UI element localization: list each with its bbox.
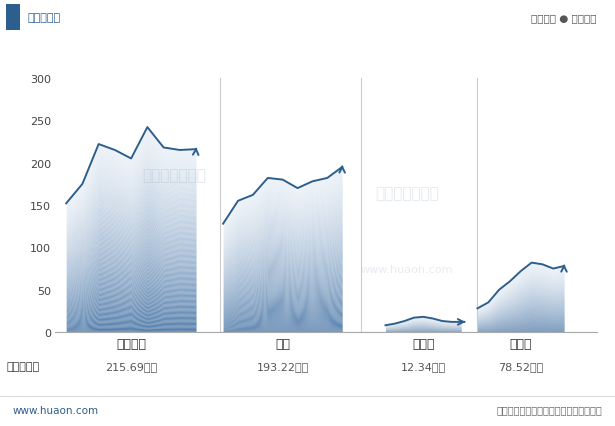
Text: 12.34亿元: 12.34亿元 bbox=[401, 361, 446, 371]
Text: www.huaon.com: www.huaon.com bbox=[12, 405, 98, 414]
Text: 78.52亿元: 78.52亿元 bbox=[498, 361, 544, 371]
Text: www.huaon.com: www.huaon.com bbox=[361, 264, 453, 274]
Bar bbox=[6, 6, 20, 31]
Text: 215.69亿元: 215.69亿元 bbox=[105, 361, 157, 371]
Text: 专业严谨 ● 客观科学: 专业严谨 ● 客观科学 bbox=[531, 13, 597, 23]
Text: 财产保险: 财产保险 bbox=[116, 337, 146, 350]
Text: 2016-2024年1-10月贵州保险分险种收入统计: 2016-2024年1-10月贵州保险分险种收入统计 bbox=[172, 47, 443, 66]
Text: 寿险: 寿险 bbox=[275, 337, 290, 350]
Text: 单位：亿元: 单位：亿元 bbox=[6, 361, 39, 371]
Text: 华经产业研究院: 华经产业研究院 bbox=[143, 168, 207, 183]
Text: 健康险: 健康险 bbox=[510, 337, 532, 350]
Text: 华经产业研究院: 华经产业研究院 bbox=[375, 185, 439, 200]
Text: 华经情报网: 华经情报网 bbox=[28, 13, 61, 23]
Text: 193.22亿元: 193.22亿元 bbox=[256, 361, 309, 371]
Text: 数据来源：保监会，华经产业研究院整理: 数据来源：保监会，华经产业研究院整理 bbox=[497, 405, 603, 414]
Text: 意外险: 意外险 bbox=[412, 337, 435, 350]
